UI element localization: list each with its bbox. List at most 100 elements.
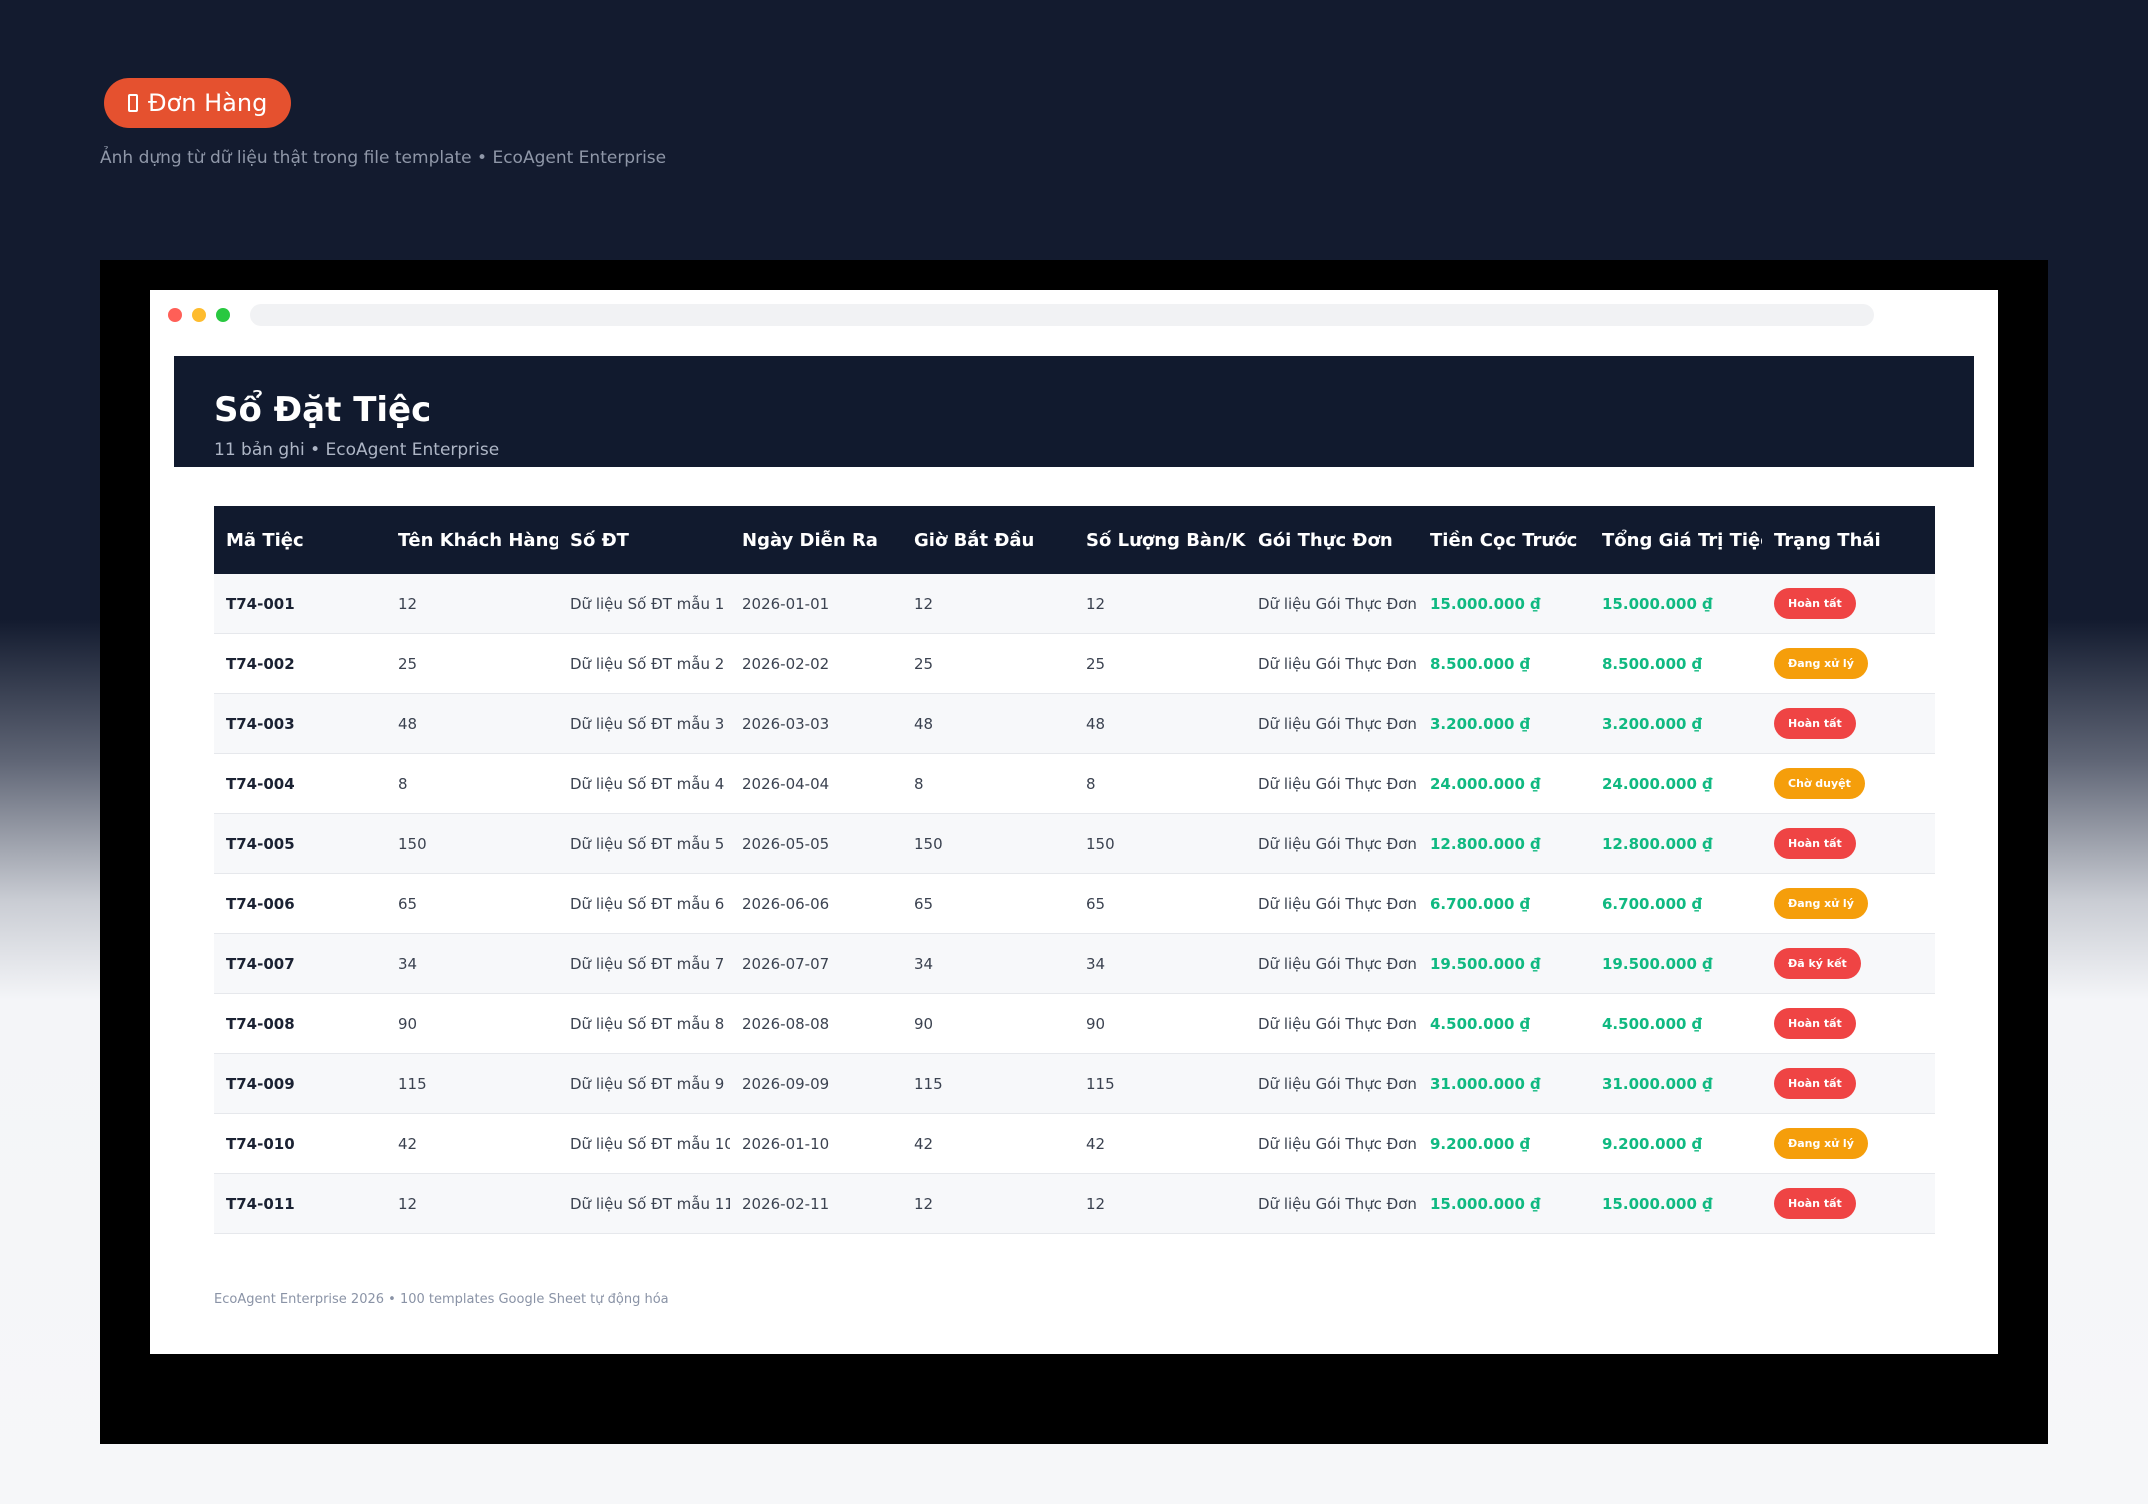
table-cell: 12 (386, 1173, 558, 1234)
orders-badge[interactable]: Đơn Hàng (104, 78, 292, 128)
table-cell: 8.500.000 ₫ (1590, 633, 1762, 694)
sheet-title: Sổ Đặt Tiệc (214, 390, 432, 430)
status-badge: Đang xử lý (1774, 648, 1868, 679)
status-cell: Đã ký kết (1762, 933, 1935, 994)
status-badge: Đang xử lý (1774, 1128, 1868, 1159)
table-cell: 15.000.000 ₫ (1418, 574, 1590, 634)
table-row[interactable]: T74-011 12 Dữ liệu Số ĐT mẫu 11 2026-02-11 1… (214, 1173, 1935, 1234)
table-cell: 12 (1074, 1173, 1246, 1234)
table-row[interactable]: T74-008 90 Dữ liệu Số ĐT mẫu 8 2026-08-08 90… (214, 993, 1935, 1054)
table-cell: 34 (1074, 933, 1246, 994)
minimize-dot[interactable] (192, 308, 206, 322)
table-cell: 115 (1074, 1053, 1246, 1114)
table-cell: T74-010 (214, 1113, 386, 1174)
table-cell: Dữ liệu Gói Thực Đơn mẫu 2 (1246, 633, 1418, 694)
column-header[interactable]: Tiền Cọc Trước (1430, 529, 1578, 551)
table-cell: T74-006 (214, 873, 386, 934)
maximize-dot[interactable] (216, 308, 230, 322)
table-row[interactable]: T74-006 65 Dữ liệu Số ĐT mẫu 6 2026-06-06 65… (214, 873, 1935, 934)
table-row[interactable]: T74-009 115 Dữ liệu Số ĐT mẫu 9 2026-09-09 1… (214, 1053, 1935, 1114)
table-cell: 2026-03-03 (730, 693, 902, 754)
table-cell: 65 (1074, 873, 1246, 934)
table-cell: 15.000.000 ₫ (1590, 574, 1762, 634)
table-cell: 8 (902, 753, 1074, 814)
table-cell: 15.000.000 ₫ (1418, 1173, 1590, 1234)
column-header[interactable]: Tổng Giá Trị Tiệc (1602, 529, 1762, 551)
table-cell: 115 (386, 1053, 558, 1114)
table-cell: 2026-06-06 (730, 873, 902, 934)
table-cell: 12 (1074, 574, 1246, 634)
table-cell: T74-001 (214, 574, 386, 634)
table-cell: 115 (902, 1053, 1074, 1114)
table-cell: 3.200.000 ₫ (1590, 693, 1762, 754)
status-badge: Hoàn tất (1774, 828, 1856, 859)
table-cell: Dữ liệu Số ĐT mẫu 6 (558, 873, 730, 934)
status-badge: Hoàn tất (1774, 1008, 1856, 1039)
status-cell: Hoàn tất (1762, 693, 1935, 754)
table-cell: T74-008 (214, 993, 386, 1054)
table-cell: Dữ liệu Gói Thực Đơn mẫu 8 (1246, 993, 1418, 1054)
table-cell: T74-005 (214, 813, 386, 874)
table-cell: Dữ liệu Số ĐT mẫu 1 (558, 574, 730, 634)
table-cell: 12.800.000 ₫ (1590, 813, 1762, 874)
table-cell: 8 (1074, 753, 1246, 814)
table-cell: 24.000.000 ₫ (1590, 753, 1762, 814)
address-bar[interactable] (250, 304, 1874, 326)
table-cell: 12 (902, 574, 1074, 634)
status-cell: Hoàn tất (1762, 574, 1935, 634)
table-row[interactable]: T74-001 12 Dữ liệu Số ĐT mẫu 1 2026-01-01 12… (214, 574, 1935, 634)
column-header[interactable]: Gói Thực Đơn (1258, 529, 1393, 551)
column-header[interactable]: Tên Khách Hàng (398, 529, 558, 551)
document-icon (128, 94, 138, 112)
table-row[interactable]: T74-004 8 Dữ liệu Số ĐT mẫu 4 2026-04-04 8 8 D… (214, 753, 1935, 814)
table-cell: 34 (386, 933, 558, 994)
table-cell: 19.500.000 ₫ (1590, 933, 1762, 994)
table-cell: 2026-04-04 (730, 753, 902, 814)
column-header[interactable]: Số ĐT (570, 529, 629, 551)
table-cell: 2026-07-07 (730, 933, 902, 994)
table-cell: 15.000.000 ₫ (1590, 1173, 1762, 1234)
table-cell: T74-009 (214, 1053, 386, 1114)
table-cell: 9.200.000 ₫ (1590, 1113, 1762, 1174)
table-row[interactable]: T74-007 34 Dữ liệu Số ĐT mẫu 7 2026-07-07 34… (214, 933, 1935, 994)
table-cell: 65 (902, 873, 1074, 934)
table-cell: Dữ liệu Số ĐT mẫu 5 (558, 813, 730, 874)
page-subtitle: Ảnh dựng từ dữ liệu thật trong file temp… (100, 148, 667, 168)
table-row[interactable]: T74-002 25 Dữ liệu Số ĐT mẫu 2 2026-02-02 25… (214, 633, 1935, 694)
table-cell: 6.700.000 ₫ (1418, 873, 1590, 934)
table-cell: Dữ liệu Số ĐT mẫu 4 (558, 753, 730, 814)
table-cell: 31.000.000 ₫ (1418, 1053, 1590, 1114)
table-cell: 150 (902, 813, 1074, 874)
window-controls (168, 308, 230, 322)
column-header[interactable]: Mã Tiệc (226, 529, 304, 551)
close-dot[interactable] (168, 308, 182, 322)
table-cell: T74-004 (214, 753, 386, 814)
table-cell: Dữ liệu Gói Thực Đơn mẫu 9 (1246, 1053, 1418, 1114)
column-header[interactable]: Giờ Bắt Đầu (914, 529, 1035, 551)
column-header[interactable]: Ngày Diễn Ra (742, 529, 878, 551)
table-cell: 90 (902, 993, 1074, 1054)
table-cell: Dữ liệu Gói Thực Đơn mẫu 1 (1246, 574, 1418, 634)
table-cell: 2026-05-05 (730, 813, 902, 874)
table-cell: 8 (386, 753, 558, 814)
table-cell: Dữ liệu Gói Thực Đơn mẫu 6 (1246, 873, 1418, 934)
table-row[interactable]: T74-003 48 Dữ liệu Số ĐT mẫu 3 2026-03-03 48… (214, 693, 1935, 754)
column-header[interactable]: Số Lượng Bàn/Khách (1086, 529, 1246, 551)
table-cell: 12.800.000 ₫ (1418, 813, 1590, 874)
column-header[interactable]: Trạng Thái (1774, 529, 1881, 551)
status-badge: Hoàn tất (1774, 1068, 1856, 1099)
table-cell: 25 (1074, 633, 1246, 694)
table-cell: 2026-08-08 (730, 993, 902, 1054)
table-cell: 2026-01-10 (730, 1113, 902, 1174)
table-cell: Dữ liệu Số ĐT mẫu 9 (558, 1053, 730, 1114)
table-row[interactable]: T74-010 42 Dữ liệu Số ĐT mẫu 10 2026-01-10 4… (214, 1113, 1935, 1174)
status-badge: Hoàn tất (1774, 708, 1856, 739)
table-cell: 3.200.000 ₫ (1418, 693, 1590, 754)
table-row[interactable]: T74-005 150 Dữ liệu Số ĐT mẫu 5 2026-05-05 1… (214, 813, 1935, 874)
table-cell: 19.500.000 ₫ (1418, 933, 1590, 994)
footer-text: EcoAgent Enterprise 2026 • 100 templates… (214, 1292, 669, 1307)
table-cell: 12 (902, 1173, 1074, 1234)
table-cell: Dữ liệu Số ĐT mẫu 11 (558, 1173, 730, 1234)
table-cell: T74-011 (214, 1173, 386, 1234)
table-cell: 48 (386, 693, 558, 754)
